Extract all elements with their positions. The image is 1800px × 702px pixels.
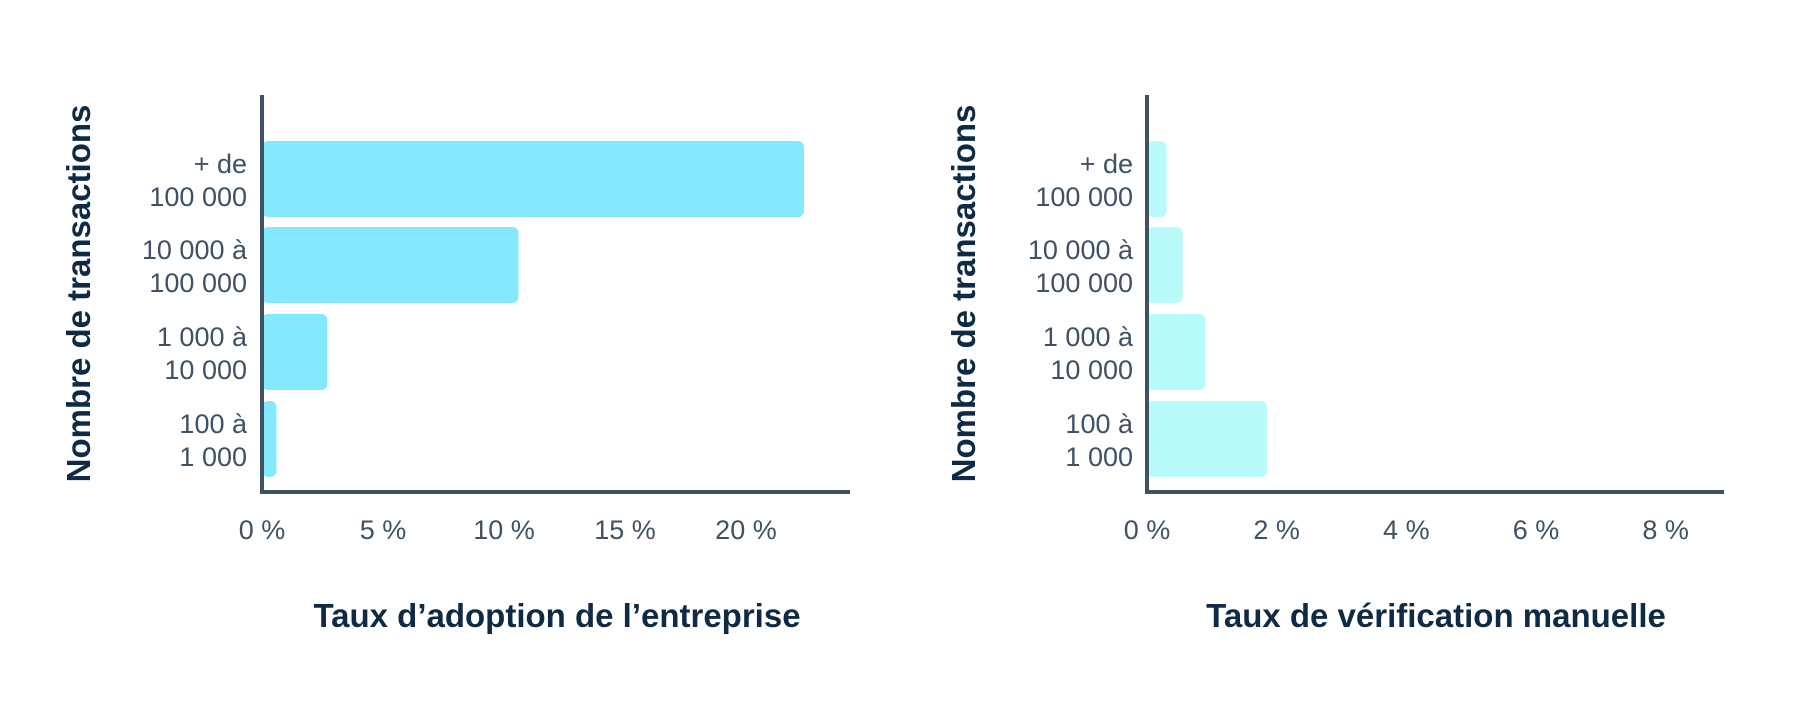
bar-3 xyxy=(1147,314,1206,390)
category-label-line: 100 à xyxy=(1065,409,1134,439)
category-label: + de 100 000 xyxy=(149,149,247,212)
x-tick-label: 20 % xyxy=(715,515,777,545)
category-label-line: 100 000 xyxy=(149,268,247,298)
bar-2 xyxy=(1147,227,1183,303)
bar-3 xyxy=(262,314,328,390)
category-label-line: 100 000 xyxy=(1035,268,1133,298)
x-axis-title: Taux de vérification manuelle xyxy=(1206,597,1666,634)
x-tick-label: 4 % xyxy=(1383,515,1430,545)
bar-2 xyxy=(262,227,519,303)
category-label: + de 100 000 xyxy=(1035,149,1133,212)
bar-4 xyxy=(1147,401,1267,477)
x-tick-label: 8 % xyxy=(1642,515,1689,545)
category-label-line: 1 000 xyxy=(1065,442,1133,472)
y-axis-title: Nombre de transactions xyxy=(945,105,982,483)
x-tick-label: 2 % xyxy=(1253,515,1300,545)
x-tick-label: 10 % xyxy=(473,515,535,545)
bar-4 xyxy=(262,401,277,477)
category-label-line: + de xyxy=(1080,149,1133,179)
category-label-line: 1 000 xyxy=(179,442,247,472)
category-label-line: + de xyxy=(194,149,247,179)
x-tick-label: 0 % xyxy=(239,515,286,545)
category-label: 10 000 à 100 000 xyxy=(142,235,248,298)
category-label-line: 10 000 à xyxy=(1028,235,1134,265)
bar-1 xyxy=(1147,141,1167,217)
category-label-line: 10 000 xyxy=(164,355,247,385)
y-axis-title: Nombre de transactions xyxy=(60,105,97,483)
x-tick-label: 15 % xyxy=(594,515,656,545)
category-label-line: 100 000 xyxy=(149,182,247,212)
category-label-line: 1 000 à xyxy=(157,322,248,352)
category-label-line: 100 000 xyxy=(1035,182,1133,212)
bar-1 xyxy=(262,141,805,217)
x-tick-label: 0 % xyxy=(1124,515,1171,545)
category-label-line: 1 000 à xyxy=(1043,322,1134,352)
x-tick-label: 6 % xyxy=(1513,515,1560,545)
category-label-line: 10 000 xyxy=(1050,355,1133,385)
category-label: 10 000 à 100 000 xyxy=(1028,235,1134,298)
x-tick-label: 5 % xyxy=(360,515,407,545)
category-label: 1 000 à 10 000 xyxy=(1043,322,1134,385)
category-label-line: 10 000 à xyxy=(142,235,248,265)
category-label-line: 100 à xyxy=(179,409,248,439)
category-label: 1 000 à 10 000 xyxy=(157,322,248,385)
x-axis-title: Taux d’adoption de l’entreprise xyxy=(313,597,800,634)
